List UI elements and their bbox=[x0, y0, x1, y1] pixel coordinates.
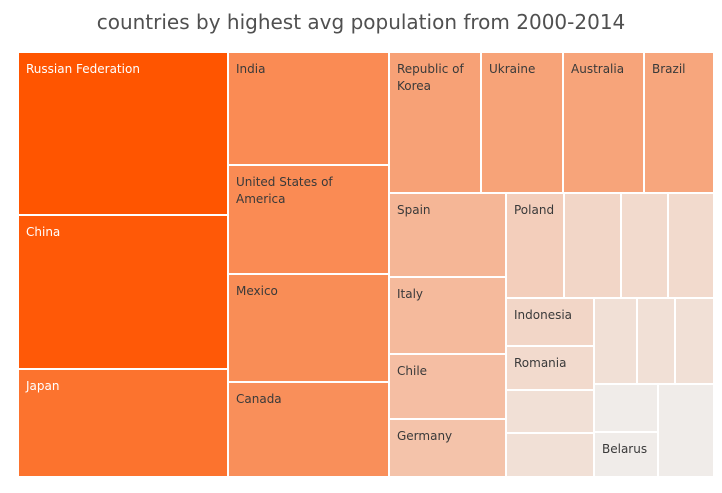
treemap-tile[interactable]: Australia bbox=[563, 52, 644, 193]
treemap-tile[interactable]: Indonesia bbox=[506, 298, 594, 346]
treemap-tile-label: Canada bbox=[236, 392, 282, 406]
treemap-tile[interactable] bbox=[594, 298, 637, 384]
chart-title: countries by highest avg population from… bbox=[96, 10, 626, 34]
treemap-tile[interactable]: Republic of Korea bbox=[389, 52, 481, 193]
treemap-tile[interactable]: Poland bbox=[506, 193, 564, 298]
treemap-tile-label: Italy bbox=[397, 287, 424, 301]
treemap-tile[interactable]: Brazil bbox=[644, 52, 714, 193]
treemap-tile[interactable]: Italy bbox=[389, 277, 506, 354]
treemap-tile[interactable] bbox=[564, 193, 621, 298]
treemap-tile[interactable]: Ukraine bbox=[481, 52, 563, 193]
treemap-tile[interactable] bbox=[594, 384, 658, 432]
treemap-tile-label: India bbox=[236, 62, 266, 76]
treemap-tile[interactable]: Germany bbox=[389, 419, 506, 477]
treemap-tile[interactable]: Japan bbox=[18, 369, 228, 477]
treemap-tile[interactable] bbox=[506, 433, 594, 477]
treemap-tile[interactable]: India bbox=[228, 52, 389, 165]
treemap-tile-label: Chile bbox=[397, 364, 428, 378]
treemap-tile[interactable] bbox=[637, 298, 675, 384]
treemap-tile-label: Australia bbox=[571, 62, 625, 76]
treemap-tile-label: Republic of Korea bbox=[397, 62, 464, 93]
treemap-tile-label: Romania bbox=[514, 356, 567, 370]
treemap-tile[interactable] bbox=[668, 193, 714, 298]
treemap-tile[interactable]: Canada bbox=[228, 382, 389, 477]
treemap-tile-label: Indonesia bbox=[514, 308, 573, 322]
treemap-tile[interactable]: Romania bbox=[506, 346, 594, 390]
treemap-tile[interactable] bbox=[658, 384, 714, 477]
treemap-tile-label: Brazil bbox=[652, 62, 686, 76]
treemap-tile-label: China bbox=[26, 225, 61, 239]
treemap-tile-label: Mexico bbox=[236, 284, 278, 298]
treemap-tile[interactable]: Mexico bbox=[228, 274, 389, 382]
treemap-tile[interactable]: United States of America bbox=[228, 165, 389, 274]
treemap-tile-label: Belarus bbox=[602, 442, 648, 456]
treemap-tile-label: Poland bbox=[514, 203, 555, 217]
treemap-tile-label: Ukraine bbox=[489, 62, 536, 76]
treemap-tile[interactable]: China bbox=[18, 215, 228, 369]
treemap-tile[interactable]: Chile bbox=[389, 354, 506, 419]
treemap-tile-label: Germany bbox=[397, 429, 453, 443]
treemap-tile-label: Japan bbox=[26, 379, 60, 393]
treemap-tile[interactable]: Russian Federation bbox=[18, 52, 228, 215]
treemap-tile[interactable]: Spain bbox=[389, 193, 506, 277]
treemap-tile[interactable] bbox=[675, 298, 714, 384]
treemap-tile-label: Spain bbox=[397, 203, 431, 217]
treemap-tile-label: United States of America bbox=[236, 175, 333, 206]
treemap-tile[interactable]: Belarus bbox=[594, 432, 658, 477]
treemap-tile-label: Russian Federation bbox=[26, 62, 140, 76]
treemap-tile[interactable] bbox=[506, 390, 594, 433]
treemap-tile[interactable] bbox=[621, 193, 668, 298]
